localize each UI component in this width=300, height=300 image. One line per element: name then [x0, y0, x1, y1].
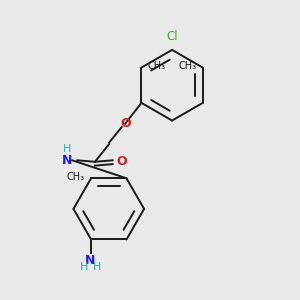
- Text: CH₃: CH₃: [178, 61, 196, 71]
- Text: H: H: [80, 262, 88, 272]
- Text: O: O: [116, 155, 127, 168]
- Text: CH₃: CH₃: [148, 61, 166, 71]
- Text: Cl: Cl: [166, 29, 178, 43]
- Text: H: H: [93, 262, 101, 272]
- Text: CH₃: CH₃: [67, 172, 85, 182]
- Text: H: H: [63, 144, 71, 154]
- Text: N: N: [62, 154, 72, 167]
- Text: O: O: [120, 117, 130, 130]
- Text: N: N: [85, 254, 95, 267]
